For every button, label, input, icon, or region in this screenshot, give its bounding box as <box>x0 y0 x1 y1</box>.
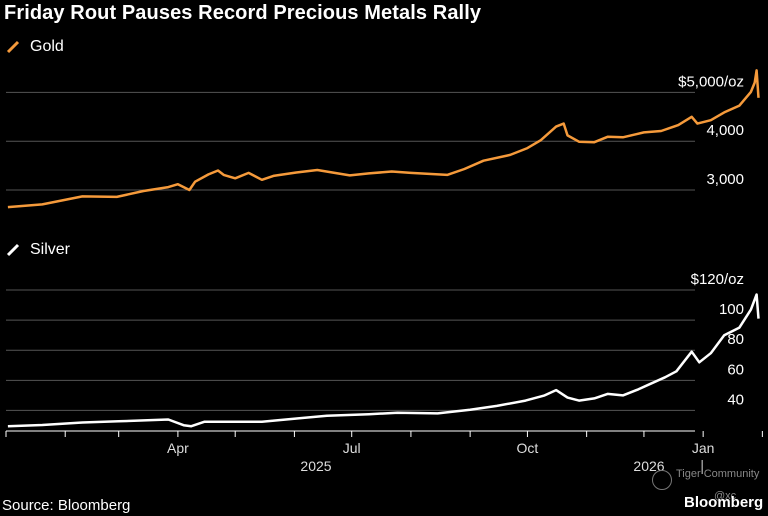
chart-title: Friday Rout Pauses Record Precious Metal… <box>4 2 482 24</box>
gold-ytick-label: 4,000 <box>706 122 744 139</box>
watermark-community: Tiger Community <box>676 468 760 480</box>
silver-ytick-label: 80 <box>727 331 744 348</box>
watermark-handle: @xc <box>714 490 737 502</box>
gold-series-line <box>7 69 760 209</box>
legend-silver-label: Silver <box>30 241 71 258</box>
silver-ytick-label: 100 <box>719 301 744 318</box>
gold-ytick-label: 3,000 <box>706 171 744 188</box>
x-month-label: Apr <box>167 440 189 456</box>
gold-swatch-icon <box>6 40 20 54</box>
silver-ytick-label: $120/oz <box>691 271 744 288</box>
x-month-label: Jan <box>692 440 715 456</box>
silver-series-line <box>7 293 760 428</box>
legend-gold-label: Gold <box>30 38 64 55</box>
silver-ytick-label: 60 <box>727 361 744 378</box>
tiger-logo-icon <box>652 470 672 490</box>
legend-silver: Silver <box>6 241 70 259</box>
source-note: Source: Bloomberg <box>2 497 131 514</box>
silver-swatch-icon <box>6 243 20 257</box>
x-year-label: 2025 <box>300 458 331 474</box>
bloomberg-logo: Bloomberg <box>684 494 764 511</box>
x-month-label: Jul <box>343 440 361 456</box>
silver-ytick-label: 40 <box>727 391 744 408</box>
gold-ytick-label: $5,000/oz <box>678 73 744 90</box>
x-month-label: Oct <box>517 440 539 456</box>
legend-gold: Gold <box>6 38 64 56</box>
